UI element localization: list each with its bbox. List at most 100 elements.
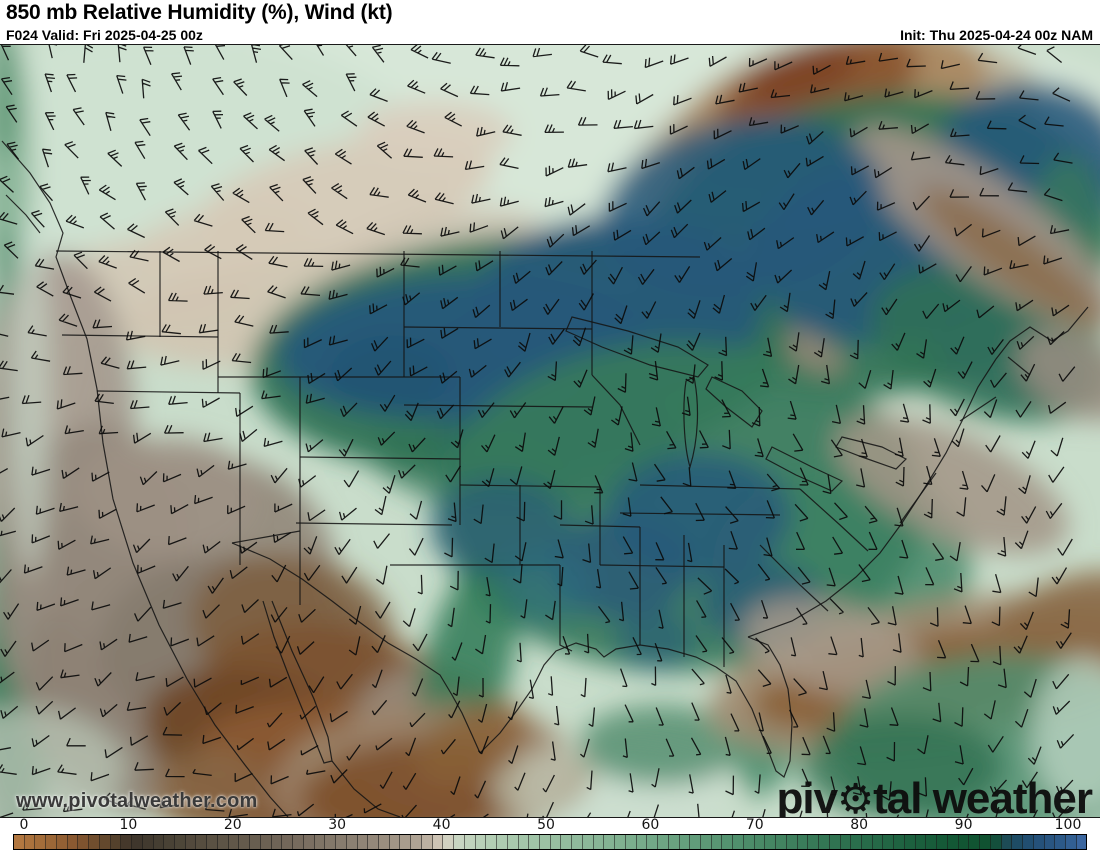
colorbar-tick-label: 20 xyxy=(223,817,242,833)
colorbar-cell xyxy=(314,835,326,849)
colorbar-cell xyxy=(851,835,863,849)
colorbar-cell xyxy=(421,835,433,849)
colorbar-cell xyxy=(754,835,766,849)
colorbar-cell xyxy=(647,835,659,849)
colorbar-cell xyxy=(636,835,648,849)
logo-text: tal weather xyxy=(873,774,1093,818)
colorbar-cell xyxy=(142,835,154,849)
colorbar-cell xyxy=(378,835,390,849)
colorbar-cell xyxy=(303,835,315,849)
colorbar-cell xyxy=(743,835,755,849)
colorbar-cell xyxy=(389,835,401,849)
colorbar-tick-label: 80 xyxy=(850,817,869,833)
colorbar-cell xyxy=(507,835,519,849)
colorbar-cell xyxy=(497,835,508,849)
gear-icon: ⚙ xyxy=(837,776,874,818)
logo-text: piv xyxy=(776,774,838,818)
colorbar-cell xyxy=(582,835,594,849)
colorbar-tick-labels: 0 10 20 30 40 50 60 70 80 90 100 xyxy=(0,817,1100,834)
colorbar-cell xyxy=(722,835,734,849)
colorbar-cell xyxy=(1001,835,1013,849)
colorbar-tick-label: 40 xyxy=(432,817,451,833)
colorbar-cell xyxy=(35,835,47,849)
colorbar-cell xyxy=(153,835,165,849)
colorbar-cell xyxy=(604,835,616,849)
colorbar-cell xyxy=(915,835,927,849)
colorbar-cell xyxy=(1065,835,1077,849)
colorbar-cell xyxy=(1055,835,1066,849)
colorbar-cell xyxy=(454,835,465,849)
colorbar-cell xyxy=(711,835,723,849)
colorbar-cell xyxy=(862,835,873,849)
colorbar-cell xyxy=(539,835,551,849)
colorbar-cell xyxy=(464,835,476,849)
colorbar-cell xyxy=(121,835,133,849)
colorbar-cell xyxy=(207,835,218,849)
colorbar-cell xyxy=(872,835,884,849)
colorbar-cell xyxy=(593,835,605,849)
colorbar-cell xyxy=(969,835,981,849)
colorbar-cell xyxy=(260,835,272,849)
colorbar-cell xyxy=(518,835,530,849)
colorbar-cell xyxy=(1012,835,1024,849)
colorbar-tick-label: 60 xyxy=(641,817,660,833)
colorbar-cell xyxy=(14,835,25,849)
colorbar-cell xyxy=(411,835,422,849)
colorbar-cell xyxy=(625,835,637,849)
colorbar-cell xyxy=(346,835,358,849)
colorbar-cell xyxy=(325,835,337,849)
colorbar-cell xyxy=(529,835,540,849)
colorbar-cell xyxy=(701,835,712,849)
colorbar-cell xyxy=(282,835,294,849)
colorbar-cell xyxy=(883,835,895,849)
colorbar-cell xyxy=(937,835,948,849)
colorbar-cell xyxy=(1076,835,1087,849)
colorbar-cell xyxy=(368,835,379,849)
colorbar-cell xyxy=(175,835,186,849)
colorbar-cell xyxy=(196,835,208,849)
colorbar-cell xyxy=(67,835,79,849)
colorbar-cell xyxy=(615,835,626,849)
colorbar-cell xyxy=(78,835,90,849)
state-borders-layer xyxy=(1,140,1089,817)
init-time-label: Init: Thu 2025-04-24 00z NAM xyxy=(900,27,1093,43)
colorbar-cell xyxy=(776,835,787,849)
colorbar-scale xyxy=(13,834,1087,850)
watermark-url: www.pivotalweather.com xyxy=(16,790,258,812)
colorbar-cell xyxy=(217,835,229,849)
colorbar-cell xyxy=(1023,835,1034,849)
colorbar-cell xyxy=(1033,835,1045,849)
colorbar-cell xyxy=(228,835,240,849)
colorbar-cell xyxy=(797,835,809,849)
colorbar-cell xyxy=(432,835,444,849)
humidity-wind-map xyxy=(0,45,1100,817)
pivotal-weather-logo: piv⚙tal weather xyxy=(776,774,1093,818)
valid-time-label: F024 Valid: Fri 2025-04-25 00z xyxy=(6,27,203,43)
colorbar-cell xyxy=(132,835,143,849)
colorbar-cell xyxy=(239,835,251,849)
colorbar-cell xyxy=(99,835,111,849)
colorbar-cell xyxy=(164,835,176,849)
colorbar-cell xyxy=(271,835,283,849)
colorbar-cell xyxy=(980,835,991,849)
colorbar-cell xyxy=(947,835,959,849)
colorbar: 0 10 20 30 40 50 60 70 80 90 100 xyxy=(0,817,1100,850)
colorbar-cell xyxy=(668,835,680,849)
colorbar-cell xyxy=(958,835,970,849)
wind-barbs-layer xyxy=(0,45,1076,817)
colorbar-cell xyxy=(357,835,369,849)
colorbar-cell xyxy=(89,835,100,849)
forecast-map[interactable]: www.pivotalweather.com piv⚙tal weather xyxy=(0,44,1100,818)
colorbar-tick-label: 30 xyxy=(328,817,347,833)
colorbar-cell xyxy=(561,835,573,849)
page-title: 850 mb Relative Humidity (%), Wind (kt) xyxy=(6,1,393,24)
colorbar-cell xyxy=(443,835,455,849)
colorbar-cell xyxy=(733,835,744,849)
colorbar-cell xyxy=(808,835,820,849)
colorbar-cell xyxy=(110,835,122,849)
colorbar-tick-label: 90 xyxy=(954,817,973,833)
colorbar-cell xyxy=(56,835,68,849)
colorbar-cell xyxy=(336,835,347,849)
colorbar-cell xyxy=(475,835,487,849)
colorbar-cell xyxy=(990,835,1002,849)
